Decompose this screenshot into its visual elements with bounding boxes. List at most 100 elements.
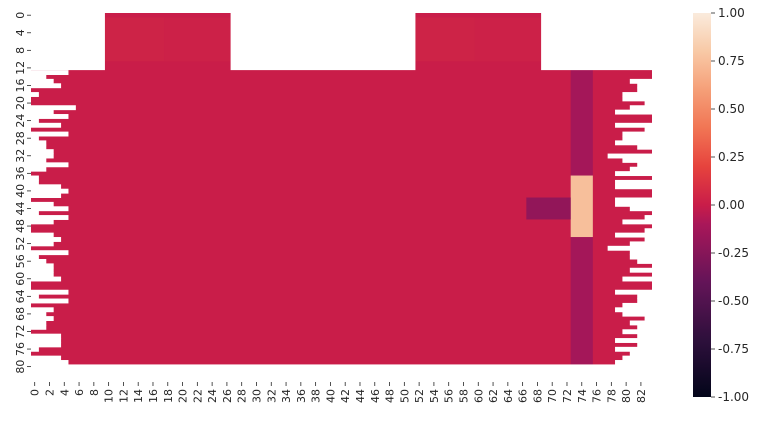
colorbar-tick-label: -1.00 — [718, 390, 749, 404]
missing-cell-run — [31, 267, 54, 273]
y-tick-label: 76 — [14, 342, 27, 356]
missing-cell-run — [615, 140, 653, 146]
missing-cell-run — [615, 307, 653, 313]
colorbar-tick-label: 0.50 — [718, 102, 745, 116]
heatmap-missing-region-2 — [541, 13, 652, 71]
x-tick-label: 64 — [502, 389, 515, 403]
missing-cell-run — [607, 153, 653, 159]
missing-cell-run — [615, 289, 653, 295]
missing-cell-run — [31, 70, 69, 75]
missing-cell-run — [31, 259, 47, 264]
x-tick-label: 20 — [177, 389, 190, 403]
missing-cell-run — [644, 127, 653, 133]
missing-cell-block — [31, 364, 652, 382]
missing-cell-run — [637, 333, 653, 339]
missing-cell-run — [31, 338, 62, 343]
missing-cell-run — [31, 157, 47, 163]
y-tick-label: 72 — [14, 324, 27, 338]
missing-cell-run — [629, 241, 653, 247]
missing-cell-run — [629, 351, 653, 357]
missing-cell-run — [622, 329, 653, 335]
missing-cell-run — [31, 149, 54, 155]
x-tick-label: 14 — [132, 389, 145, 403]
x-tick-label: 2 — [43, 389, 56, 396]
y-tick-label: 28 — [14, 131, 27, 145]
missing-cell-block — [541, 13, 652, 71]
missing-cell-run — [622, 355, 653, 361]
missing-cell-run — [31, 78, 54, 84]
x-tick-label: 36 — [295, 389, 308, 403]
missing-cell-run — [629, 166, 653, 172]
missing-cell-run — [31, 175, 39, 181]
missing-cell-run — [637, 83, 653, 89]
missing-cell-run — [622, 96, 653, 102]
missing-cell-run — [31, 122, 62, 128]
heatmap-cell-block-1 — [164, 17, 231, 62]
missing-cell-run — [31, 263, 54, 269]
missing-cell-run — [31, 136, 39, 141]
y-tick-label: 56 — [14, 254, 27, 268]
y-tick-label: 52 — [14, 237, 27, 251]
missing-cell-run — [31, 201, 54, 207]
heatmap-missing-region-3 — [31, 70, 76, 365]
x-tick-label: 76 — [591, 389, 604, 403]
y-tick-label: 44 — [14, 201, 27, 215]
missing-cell-run — [31, 320, 47, 326]
missing-cell-run — [637, 144, 653, 150]
missing-cell-run — [31, 206, 69, 212]
heatmap-cell-block-5 — [570, 175, 593, 238]
y-tick-label: 68 — [14, 307, 27, 321]
x-tick-label: 38 — [310, 389, 323, 403]
heatmap-cell-block-0 — [104, 17, 165, 62]
missing-cell-run — [622, 136, 653, 141]
x-tick-label: 62 — [487, 389, 500, 403]
missing-cell-run — [31, 276, 62, 282]
colorbar-tick-label: -0.75 — [718, 342, 749, 356]
missing-cell-run — [644, 228, 653, 234]
x-tick-label: 4 — [58, 389, 71, 396]
missing-cell-run — [31, 162, 69, 168]
y-tick-label: 8 — [14, 47, 27, 54]
x-tick-label: 78 — [605, 389, 618, 403]
x-tick-label: 52 — [413, 389, 426, 403]
missing-cell-run — [31, 232, 54, 238]
missing-cell-run — [629, 105, 653, 111]
missing-cell-run — [31, 114, 69, 119]
missing-cell-run — [622, 92, 653, 97]
x-tick-label: 68 — [531, 389, 544, 403]
x-tick-label: 30 — [250, 389, 263, 403]
missing-cell-run — [622, 157, 653, 163]
x-tick-label: 50 — [398, 389, 411, 403]
y-tick-label: 40 — [14, 184, 27, 198]
heatmap-missing-region-0 — [31, 13, 105, 71]
missing-cell-run — [31, 311, 47, 317]
missing-cell-run — [644, 316, 653, 321]
missing-cell-run — [615, 171, 653, 177]
x-tick-label: 8 — [88, 389, 101, 396]
missing-cell-run — [615, 109, 653, 115]
missing-cell-run — [637, 87, 653, 93]
missing-cell-run — [31, 219, 54, 225]
missing-cell-run — [31, 298, 69, 304]
missing-cell-run — [31, 346, 39, 352]
heatmap-missing-region-5 — [31, 364, 652, 382]
y-tick-label: 16 — [14, 78, 27, 92]
x-tick-label: 60 — [472, 389, 485, 403]
missing-cell-run — [615, 197, 653, 203]
x-tick-label: 18 — [162, 389, 175, 403]
missing-cell-run — [629, 250, 653, 256]
heatmap-missing-region-4 — [607, 78, 653, 365]
missing-cell-run — [31, 237, 62, 242]
y-tick-label: 32 — [14, 149, 27, 163]
missing-cell-run — [615, 122, 653, 128]
missing-cell-run — [615, 184, 653, 190]
missing-cell-run — [31, 193, 62, 198]
x-tick-label: 10 — [103, 389, 116, 403]
missing-cell-run — [615, 360, 653, 365]
x-tick-label: 82 — [635, 389, 648, 403]
missing-cell-run — [31, 241, 54, 247]
x-tick-label: 44 — [354, 389, 367, 403]
missing-cell-run — [644, 215, 653, 220]
missing-cell-run — [31, 333, 62, 339]
heatmap-cell-block-6 — [526, 197, 571, 220]
